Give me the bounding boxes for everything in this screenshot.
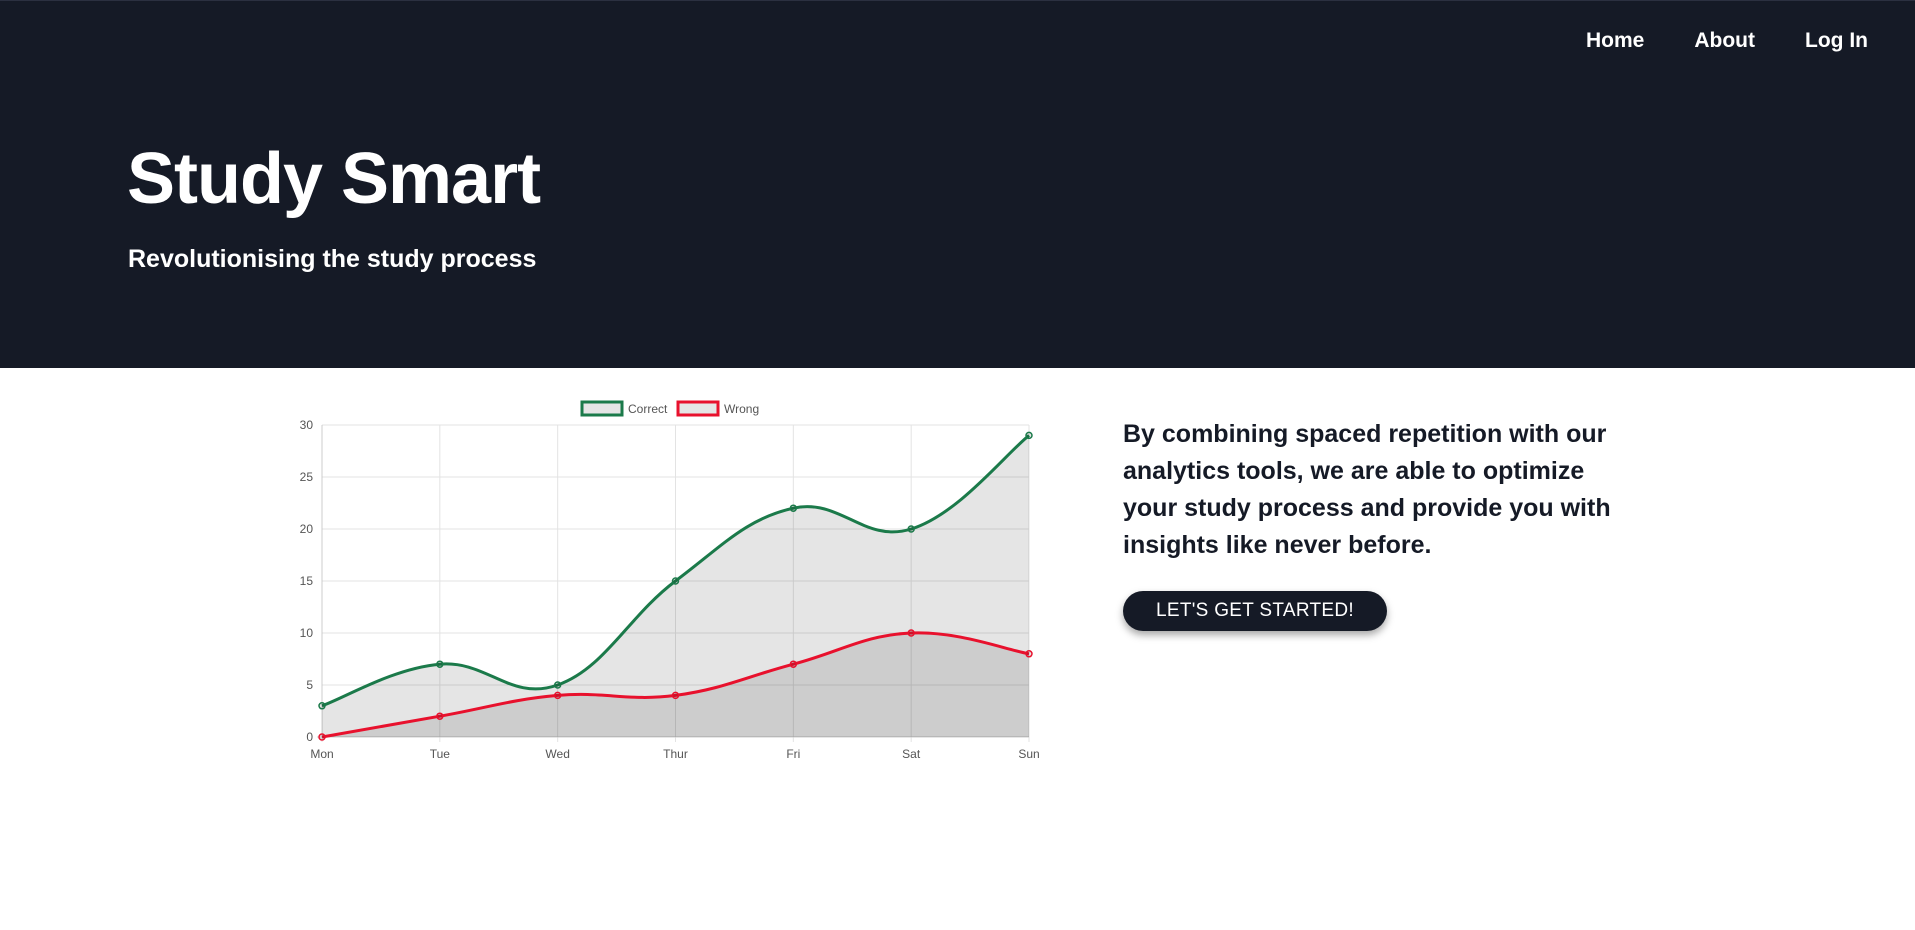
description-text: By combining spaced repetition with our …	[1123, 420, 1611, 559]
series-line-correct	[321, 434, 1030, 708]
data-point-correct	[789, 504, 798, 512]
y-tick-label: 20	[300, 522, 314, 536]
data-point-wrong	[789, 660, 798, 668]
series-area-correct	[322, 435, 1029, 737]
data-point-wrong	[318, 733, 326, 741]
hero-banner: Home About Log In Study Smart Revolution…	[0, 0, 1915, 368]
data-point-correct	[436, 660, 444, 668]
top-nav: Home About Log In	[1536, 29, 1868, 53]
x-tick-label: Wed	[545, 747, 569, 761]
series-area-wrong	[322, 632, 1029, 737]
series-line-wrong	[321, 631, 1030, 739]
x-tick-label: Fri	[786, 747, 800, 761]
data-point-correct	[318, 702, 326, 710]
x-tick-label: Tue	[430, 747, 451, 761]
page-title: Study Smart	[127, 139, 541, 219]
chart-svg: 0 5 10 15 20 25 30 Mon Tue Wed Thur Fri Sat Sun Correc…	[300, 400, 1040, 761]
legend-label-wrong: Wrong	[724, 402, 759, 416]
data-point-wrong	[671, 691, 680, 700]
get-started-button[interactable]: LET'S GET STARTED!	[1123, 591, 1387, 631]
data-point-correct	[1025, 431, 1033, 440]
page-subtitle: Revolutionising the study process	[128, 245, 537, 273]
x-tick-label: Thur	[663, 747, 688, 761]
data-point-correct	[553, 681, 562, 689]
data-point-correct	[907, 525, 915, 533]
legend-label-correct: Correct	[628, 402, 668, 416]
data-point-wrong	[907, 629, 915, 637]
x-tick-label: Sat	[902, 747, 921, 761]
data-point-correct	[671, 577, 680, 585]
y-tick-label: 0	[306, 730, 313, 744]
nav-home-link[interactable]: Home	[1586, 29, 1645, 52]
nav-login-link[interactable]: Log In	[1805, 29, 1868, 52]
legend-swatch-wrong	[676, 400, 720, 417]
y-tick-label: 25	[300, 470, 314, 484]
x-tick-label: Mon	[310, 747, 333, 761]
legend-swatch-correct	[580, 400, 624, 417]
progress-chart: 0 5 10 15 20 25 30 Mon Tue Wed Thur Fri Sat Sun Correc…	[270, 390, 1050, 770]
y-tick-label: 10	[300, 626, 314, 640]
data-point-wrong	[436, 712, 444, 720]
data-point-wrong	[553, 691, 562, 700]
y-tick-label: 5	[306, 678, 313, 692]
y-tick-label: 15	[300, 574, 314, 588]
nav-about-link[interactable]: About	[1694, 29, 1756, 52]
x-tick-label: Sun	[1018, 747, 1039, 761]
data-point-wrong	[1025, 650, 1033, 658]
y-tick-label: 30	[300, 418, 314, 432]
chart-legend: Correct Wrong	[580, 400, 759, 417]
